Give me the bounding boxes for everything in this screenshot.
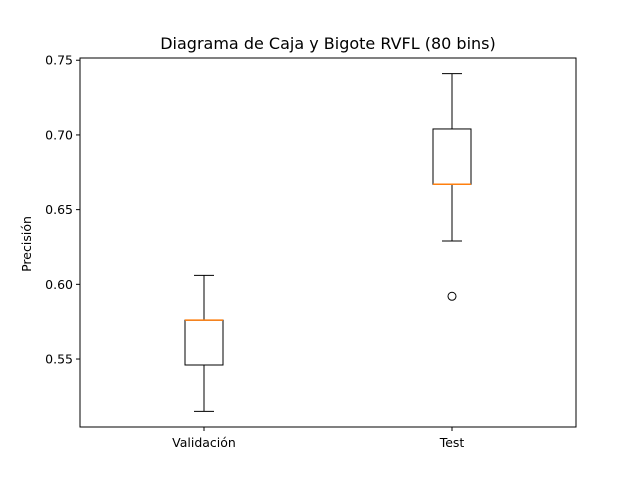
plot-frame (79, 57, 577, 428)
box-iqr (432, 128, 472, 185)
y-tick-label: 0.55 (45, 352, 73, 367)
chart-title: Diagrama de Caja y Bigote RVFL (80 bins) (160, 34, 496, 53)
y-tick-label: 0.60 (45, 277, 73, 292)
box-iqr (184, 319, 224, 366)
plot-content: 0.55 0.60 0.65 0.70 0.75 Validación Test (45, 53, 472, 450)
outlier-point (447, 291, 457, 301)
y-tick-label: 0.65 (45, 202, 73, 217)
x-tick-label: Validación (172, 435, 236, 450)
x-tick-label: Test (439, 435, 465, 450)
y-tick-label: 0.70 (45, 127, 73, 142)
y-tick-label: 0.75 (45, 53, 73, 68)
y-axis-label: Precisión (19, 216, 34, 272)
